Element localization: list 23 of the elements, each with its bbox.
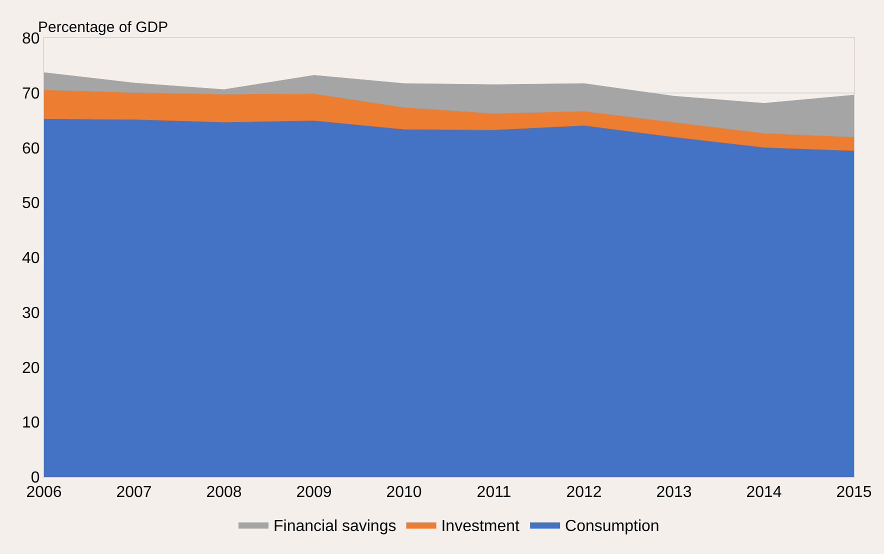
legend-label: Financial savings (274, 518, 396, 535)
y-tick-label: 70 (22, 85, 40, 102)
y-tick-label: 20 (22, 360, 40, 377)
y-axis-title: Percentage of GDP (38, 19, 168, 36)
x-tick-label: 2013 (656, 484, 692, 502)
x-tick-label: 2015 (836, 484, 872, 502)
x-tick-label: 2008 (206, 484, 242, 502)
x-tick-label: 2009 (296, 484, 332, 502)
x-tick-label: 2010 (386, 484, 422, 502)
y-tick-label: 40 (22, 250, 40, 268)
x-tick-label: 2014 (746, 484, 782, 502)
x-tick-label: 2012 (566, 484, 602, 502)
y-tick-label: 0 (30, 470, 40, 487)
y-tick-label: 60 (22, 140, 40, 158)
y-tick-label: 10 (22, 414, 40, 432)
legend-label: Investment (441, 518, 520, 535)
y-tick-label: 30 (22, 304, 40, 322)
legend-label: Consumption (565, 518, 660, 535)
x-tick-label: 2007 (116, 484, 152, 502)
y-tick-label: 80 (22, 30, 40, 48)
x-tick-label: 2006 (26, 484, 62, 502)
x-tick-label: 2011 (476, 484, 512, 502)
y-tick-label: 50 (22, 195, 40, 212)
